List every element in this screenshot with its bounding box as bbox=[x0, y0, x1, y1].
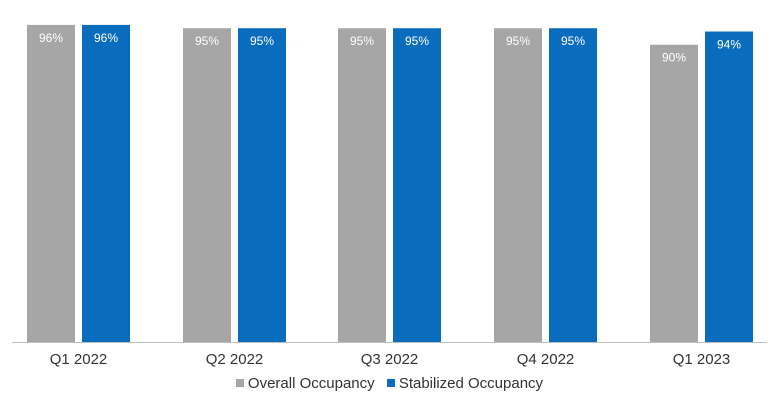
chart-legend: Overall Occupancy Stabilized Occupancy bbox=[0, 374, 779, 392]
legend-item-overall: Overall Occupancy bbox=[235, 374, 375, 392]
data-label-stabilized-2: 95% bbox=[250, 34, 274, 48]
legend-label-stabilized: Stabilized Occupancy bbox=[398, 374, 544, 392]
bar-stabilized-1 bbox=[82, 24, 130, 343]
data-label-overall-1: 96% bbox=[39, 31, 63, 45]
legend-swatch-stabilized bbox=[386, 379, 395, 387]
data-label-overall-5: 90% bbox=[662, 51, 686, 65]
data-label-overall-3: 95% bbox=[350, 34, 374, 48]
legend-item-stabilized: Stabilized Occupancy bbox=[386, 374, 544, 392]
bar-overall-3 bbox=[338, 28, 386, 343]
data-label-stabilized-1: 96% bbox=[94, 31, 118, 45]
bar-stabilized-4 bbox=[549, 28, 597, 343]
bar-overall-1 bbox=[27, 24, 75, 343]
legend-label-overall: Overall Occupancy bbox=[247, 374, 375, 392]
bar-stabilized-2 bbox=[238, 28, 286, 343]
x-tick-label-3: Q3 2022 bbox=[361, 351, 419, 368]
bar-stabilized-5 bbox=[705, 31, 753, 342]
bar-overall-4 bbox=[494, 28, 542, 343]
data-label-overall-4: 95% bbox=[506, 34, 530, 48]
data-label-stabilized-3: 95% bbox=[405, 34, 429, 48]
x-tick-label-2: Q2 2022 bbox=[206, 351, 264, 368]
data-label-stabilized-4: 95% bbox=[561, 34, 585, 48]
data-label-overall-2: 95% bbox=[195, 34, 219, 48]
bar-overall-5 bbox=[650, 44, 698, 342]
x-tick-label-1: Q1 2022 bbox=[50, 351, 108, 368]
bar-stabilized-3 bbox=[393, 28, 441, 343]
data-label-stabilized-5: 94% bbox=[717, 38, 741, 52]
x-tick-label-5: Q1 2023 bbox=[673, 351, 731, 368]
legend-swatch-overall bbox=[235, 379, 244, 387]
x-tick-label-4: Q4 2022 bbox=[517, 351, 575, 368]
bar-overall-2 bbox=[183, 28, 231, 343]
